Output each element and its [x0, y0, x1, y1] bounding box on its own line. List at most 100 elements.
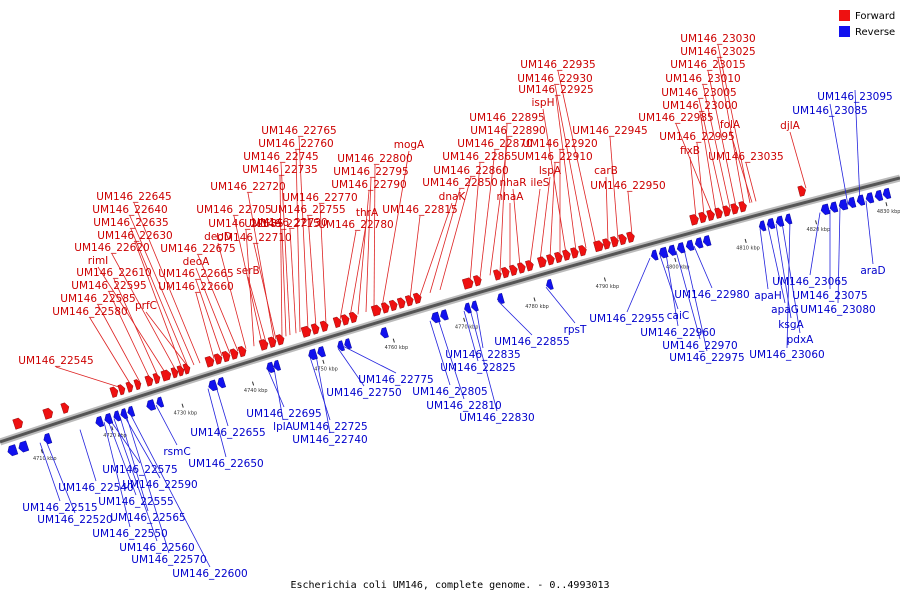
gene-arrow	[396, 297, 406, 309]
gene-label: UM146_22975	[669, 352, 744, 364]
gene-arrow	[847, 196, 857, 208]
gene-arrow	[775, 215, 785, 227]
forward-gene	[706, 209, 715, 221]
legend: Forward Reverse	[839, 10, 895, 38]
gene-features	[7, 185, 892, 457]
leader-line	[97, 266, 167, 375]
gene-label: UM146_23025	[680, 46, 755, 58]
gene-arrow	[689, 214, 699, 226]
reverse-gene	[18, 440, 30, 453]
gene-arrow	[273, 359, 282, 371]
gene-label: UM146_22645	[96, 191, 171, 203]
leader-line	[745, 162, 757, 202]
gene-label: UM146_22775	[358, 374, 433, 386]
gene-label: UM146_22870	[457, 138, 532, 150]
leader-lines	[39, 44, 874, 568]
gene-label: UM146_22705	[196, 204, 271, 216]
forward-gene	[388, 299, 398, 312]
leader-line	[195, 279, 223, 357]
tick-mark	[40, 449, 44, 454]
gene-label: UM146_22610	[76, 267, 151, 279]
legend-reverse-swatch	[839, 26, 850, 37]
gene-arrow	[471, 300, 479, 312]
gene-label: UM146_22555	[98, 496, 173, 508]
reverse-gene	[208, 379, 218, 392]
leader-line	[195, 267, 231, 354]
gene-arrow	[829, 201, 839, 213]
gene-label: pdxA	[787, 334, 815, 346]
reverse-gene	[784, 213, 793, 225]
tick-label: 4740 kbp	[244, 388, 268, 394]
gene-arrow	[525, 260, 534, 272]
gene-arrow	[332, 316, 342, 328]
gene-arrow	[554, 251, 563, 264]
forward-gene	[319, 320, 329, 332]
leader-line	[247, 276, 267, 343]
leader-line	[45, 440, 76, 514]
gene-arrow	[146, 399, 157, 411]
tick-mark	[533, 297, 536, 302]
leader-line	[555, 95, 577, 251]
genome-backbone	[0, 176, 900, 444]
leader-line	[605, 176, 609, 242]
gene-label: thrA	[356, 207, 379, 219]
leader-line	[786, 220, 791, 349]
leader-line	[130, 228, 189, 368]
leader-line	[775, 224, 792, 319]
gene-arrow	[117, 384, 126, 396]
gene-arrow	[109, 386, 119, 398]
forward-gene	[602, 238, 611, 250]
gene-label: UM146_22515	[22, 502, 97, 514]
gene-arrow	[797, 185, 806, 197]
gene-label: UM146_22715	[244, 218, 319, 230]
forward-gene	[300, 325, 312, 338]
gene-label: UM146_22570	[131, 554, 206, 566]
forward-gene	[593, 240, 604, 253]
gene-arrow	[370, 304, 382, 317]
gene-label: UM146_22745	[243, 151, 318, 163]
gene-label: araD	[860, 265, 885, 277]
gene-arrow	[464, 302, 472, 314]
gene-label: UM146_22910	[517, 151, 592, 163]
gene-arrow	[820, 203, 831, 215]
genome-caption: Escherichia coli UM146, complete genome.…	[290, 580, 609, 591]
gene-label: UM146_23080	[800, 304, 875, 316]
forward-gene	[722, 205, 731, 217]
forward-gene	[554, 251, 563, 264]
legend-forward-label: Forward	[855, 11, 895, 22]
gene-arrow	[766, 218, 776, 230]
leader-line	[129, 215, 195, 366]
gene-arrow	[217, 377, 227, 389]
gene-label: UM146_22755	[270, 204, 345, 216]
forward-gene	[689, 214, 699, 226]
gene-arrow	[517, 262, 526, 274]
gene-label: UM146_23000	[662, 100, 737, 112]
reverse-gene	[344, 338, 352, 350]
leader-line	[339, 230, 357, 320]
leader-line	[217, 242, 247, 349]
gene-label: UM146_22945	[572, 125, 647, 137]
gene-arrow	[667, 244, 677, 256]
reverse-gene	[217, 377, 227, 389]
leader-line	[279, 175, 283, 338]
tick: 4760 kbp	[385, 338, 408, 351]
gene-label: UM146_22780	[318, 219, 393, 231]
leader-line	[497, 300, 533, 336]
reverse-gene	[308, 348, 318, 361]
reverse-gene	[829, 201, 839, 213]
gene-arrow	[493, 269, 502, 281]
leader-line	[539, 176, 551, 262]
reverse-gene	[113, 410, 122, 422]
gene-arrow	[882, 187, 892, 200]
leader-line	[273, 367, 284, 421]
gene-arrow	[12, 417, 23, 430]
gene-label: UM146_22805	[412, 386, 487, 398]
gene-label: UM146_22595	[71, 280, 146, 292]
leader-line	[675, 123, 713, 214]
tick: 4730 kbp	[174, 403, 197, 416]
gene-arrow	[546, 254, 555, 266]
leader-line	[675, 250, 701, 340]
gene-arrow	[440, 309, 449, 321]
reverse-gene	[380, 327, 389, 339]
